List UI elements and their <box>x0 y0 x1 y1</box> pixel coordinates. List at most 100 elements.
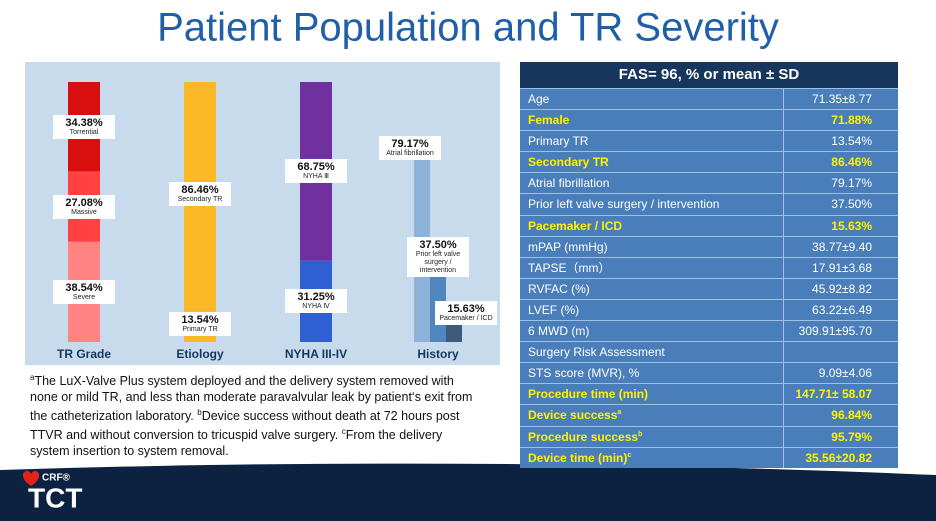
row-value: 15.63% <box>831 218 872 233</box>
segment-value: 13.54% <box>181 314 219 327</box>
row-label: 6 MWD (m) <box>528 324 590 339</box>
row-label-cell: Procedure time (min) <box>520 384 784 405</box>
table-row: RVFAC (%) 45.92±8.82 <box>520 277 898 299</box>
row-value: 17.91±3.68 <box>812 260 872 275</box>
row-value: 37.50% <box>831 197 872 212</box>
table-row: Device successa 96.84% <box>520 404 898 426</box>
table-row: STS score (MVR), % 9.09±4.06 <box>520 362 898 384</box>
row-value: 38.77±9.40 <box>812 239 872 254</box>
footnote-text: Device success without death at 72 hours… <box>30 409 460 443</box>
row-label-cell: Procedure successb <box>520 426 784 447</box>
table-header: FAS= 96, % or mean ± SD <box>520 62 898 88</box>
row-label: Female <box>528 113 570 128</box>
table-row: Device time (min)c 35.56±20.82 <box>520 446 898 468</box>
segment-name: Massive <box>71 208 97 216</box>
segment-label: 34.38% Torrential <box>53 114 115 139</box>
logo-big: TCT <box>28 482 82 513</box>
segment-name: Secondary TR <box>177 196 223 204</box>
row-label: Device success <box>528 408 618 423</box>
row-value: 309.91±95.70 <box>798 324 872 339</box>
row-label-cell: Prior left valve surgery / intervention <box>520 194 784 215</box>
x-tick-label: TR Grade <box>57 347 111 361</box>
segment-label: 68.75% NYHA Ⅲ <box>285 159 347 184</box>
x-tick-label: History <box>417 347 459 361</box>
row-label-cell: mPAP (mmHg) <box>520 236 784 257</box>
row-label: Surgery Risk Assessment <box>528 345 665 360</box>
logo-heart <box>23 471 39 486</box>
footnote-text: The LuX-Valve Plus system deployed and t… <box>30 374 473 424</box>
slide-title: Patient Population and TR Severity <box>157 6 779 50</box>
row-label: Atrial fibrillation <box>528 176 610 191</box>
row-label: LVEF (%) <box>528 302 580 317</box>
row-value: 95.79% <box>831 429 872 444</box>
segment-label: 31.25% NYHA Ⅳ <box>285 289 347 314</box>
row-label-cell: Pacemaker / ICD <box>520 215 784 236</box>
table-row: 6 MWD (m) 309.91±95.70 <box>520 320 898 342</box>
row-label-cell: LVEF (%) <box>520 299 784 321</box>
row-label-cell: Secondary TR <box>520 152 784 173</box>
segment-name: Pacemaker / ICD <box>439 315 493 323</box>
footnote-marker: a <box>30 373 35 382</box>
segment-label: 15.63% Pacemaker / ICD <box>435 301 497 326</box>
segment-name: NYHA Ⅳ <box>302 303 330 311</box>
segment-name: Prior left valve surgery / intervention <box>415 250 461 274</box>
segment-label: 27.08% Massive <box>53 194 115 219</box>
row-value: 9.09±4.06 <box>818 366 872 381</box>
row-label: Secondary TR <box>528 155 609 170</box>
row-label: Age <box>528 92 550 106</box>
segment-name: Torrential <box>69 128 99 136</box>
segment-value: 79.17% <box>391 138 429 151</box>
row-value: 86.46% <box>831 155 872 170</box>
segment-value: 27.08% <box>65 196 103 209</box>
row-value: 96.84% <box>831 408 872 423</box>
row-label: STS score (MVR), % <box>528 366 640 381</box>
row-value: 63.22±6.49 <box>812 302 872 317</box>
footnote-marker: b <box>197 408 202 418</box>
row-label: Procedure time (min) <box>528 387 649 402</box>
row-label: Primary TR <box>528 134 589 149</box>
row-label-marker: c <box>627 451 632 459</box>
row-label-marker: a <box>617 409 622 417</box>
table-row: Procedure time (min) 147.71± 58.07 <box>520 383 898 405</box>
segment-name: Primary TR <box>182 326 218 334</box>
x-tick-label: NYHA III-IV <box>285 347 347 361</box>
footnote: aThe LuX-Valve Plus system deployed and … <box>30 370 485 459</box>
summary-table: FAS= 96, % or mean ± SD Age 71.35±8.77 Fem… <box>520 62 898 468</box>
logo-small: CRF® <box>42 473 71 484</box>
segment-name: Severe <box>72 293 96 301</box>
row-label-cell: Female <box>520 110 784 131</box>
table-row: Age 71.35±8.77 <box>520 88 898 110</box>
segment-label: 79.17% Atrial fibrillation <box>379 136 441 161</box>
row-label: Procedure success <box>528 429 639 444</box>
table-row: Prior left valve surgery / intervention 3… <box>520 193 898 215</box>
segment-label: 86.46% Secondary TR <box>169 182 231 207</box>
segment-value: 38.54% <box>65 281 103 294</box>
row-label-cell: TAPSE（mm） <box>520 257 784 278</box>
table-row: LVEF (%) 63.22±6.49 <box>520 298 898 321</box>
x-tick-label: Etiology <box>176 347 224 361</box>
table-row: Pacemaker / ICD 15.63% <box>520 214 898 236</box>
row-label: Pacemaker / ICD <box>528 218 623 233</box>
row-label: Prior left valve surgery / intervention <box>528 197 720 212</box>
segment-label: 38.54% Severe <box>53 279 115 304</box>
row-label: TAPSE（mm） <box>528 260 611 275</box>
row-label-cell: Device time (min)c <box>520 447 784 468</box>
footnote-text: From the delivery system insertion to sy… <box>30 428 443 459</box>
row-label-cell: STS score (MVR), % <box>520 363 784 384</box>
row-label: RVFAC (%) <box>528 281 590 296</box>
segment-name: NYHA Ⅲ <box>303 173 329 181</box>
row-value: 45.92±8.82 <box>812 281 872 296</box>
row-label-cell: Surgery Risk Assessment <box>520 342 784 363</box>
row-value: 147.71± 58.07 <box>795 387 872 402</box>
table-row: Primary TR 13.54% <box>520 130 898 152</box>
row-value <box>784 342 898 362</box>
segment-value: 37.50% <box>419 238 457 251</box>
row-label-cell: Age <box>520 89 784 110</box>
segment-value: 86.46% <box>181 184 219 197</box>
row-label-marker: b <box>638 430 643 438</box>
row-label-cell: Atrial fibrillation <box>520 173 784 194</box>
footnote-marker: c <box>341 427 346 437</box>
table-row: Surgery Risk Assessment <box>520 341 898 363</box>
row-label-cell: RVFAC (%) <box>520 278 784 299</box>
